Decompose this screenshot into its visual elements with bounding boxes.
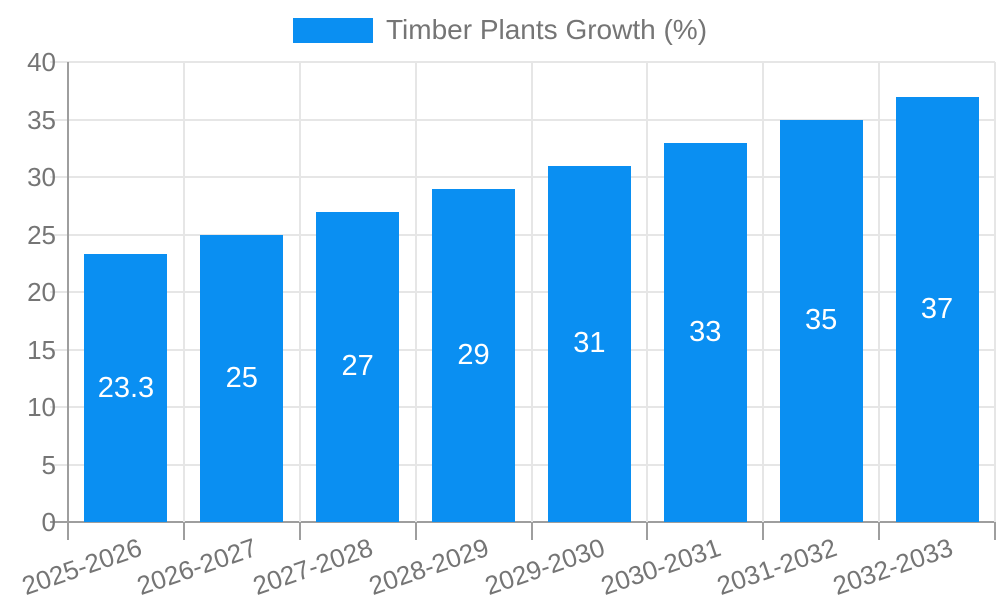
v-gridline xyxy=(994,62,996,522)
bar[interactable]: 27 xyxy=(316,211,400,522)
y-tick xyxy=(50,118,68,121)
v-gridline xyxy=(182,62,185,522)
y-tick xyxy=(50,521,68,523)
bar[interactable]: 23.3 xyxy=(84,254,168,522)
x-tick xyxy=(182,522,185,540)
y-axis-label: 15 xyxy=(27,334,56,365)
x-tick xyxy=(414,522,417,540)
y-axis-label: 25 xyxy=(27,219,56,250)
v-gridline xyxy=(878,62,881,522)
v-gridline xyxy=(298,62,301,522)
bar-value-label: 29 xyxy=(457,338,490,371)
bar-value-label: 37 xyxy=(920,292,954,325)
y-axis-line xyxy=(67,62,69,522)
legend-swatch xyxy=(292,17,373,43)
y-tick xyxy=(50,463,68,466)
bar[interactable]: 29 xyxy=(432,188,516,522)
x-tick xyxy=(298,522,301,540)
x-axis-label: 2026-2027 xyxy=(133,532,261,600)
v-gridline xyxy=(530,62,533,522)
legend[interactable]: Timber Plants Growth (%) xyxy=(0,15,1000,45)
x-axis-label: 2032-2033 xyxy=(828,532,957,600)
y-axis-label: 5 xyxy=(41,449,56,480)
bar-value-label: 35 xyxy=(805,304,838,337)
v-gridline xyxy=(414,62,417,522)
y-tick xyxy=(50,348,68,351)
y-axis-label: 10 xyxy=(27,392,56,422)
y-axis-label: 35 xyxy=(27,104,56,135)
x-axis-label: 2031-2032 xyxy=(712,532,841,600)
bar-value-label: 23.3 xyxy=(97,371,155,404)
bar[interactable]: 35 xyxy=(779,119,863,522)
x-tick xyxy=(530,522,533,540)
x-tick xyxy=(762,522,765,540)
y-tick xyxy=(50,291,68,293)
bar[interactable]: 31 xyxy=(547,165,631,522)
y-tick xyxy=(50,406,68,408)
y-axis-label: 0 xyxy=(41,507,56,537)
y-tick xyxy=(50,233,68,236)
x-axis-label: 2030-2031 xyxy=(597,532,725,600)
x-tick xyxy=(67,522,69,540)
x-axis-label: 2028-2029 xyxy=(365,532,493,600)
bar-value-label: 33 xyxy=(689,315,722,348)
y-axis-label: 20 xyxy=(27,277,56,307)
x-axis-label: 2025-2026 xyxy=(17,532,146,600)
v-gridline xyxy=(762,62,765,522)
bar[interactable]: 37 xyxy=(895,96,979,522)
v-gridline xyxy=(646,62,649,522)
x-axis-label: 2029-2030 xyxy=(481,532,609,600)
x-tick xyxy=(646,522,649,540)
bar-value-label: 27 xyxy=(341,350,374,383)
y-axis-label: 30 xyxy=(27,162,56,192)
y-axis-label: 40 xyxy=(27,47,56,77)
legend-label: Timber Plants Growth (%) xyxy=(385,14,708,45)
x-tick xyxy=(878,522,881,540)
bar[interactable]: 33 xyxy=(663,142,747,522)
bar-value-label: 31 xyxy=(573,327,606,360)
y-tick xyxy=(50,176,68,178)
bar[interactable]: 25 xyxy=(200,234,284,522)
bar-value-label: 25 xyxy=(225,361,258,394)
x-axis-label: 2027-2028 xyxy=(249,532,377,600)
x-tick xyxy=(994,522,996,540)
y-tick xyxy=(50,61,68,63)
